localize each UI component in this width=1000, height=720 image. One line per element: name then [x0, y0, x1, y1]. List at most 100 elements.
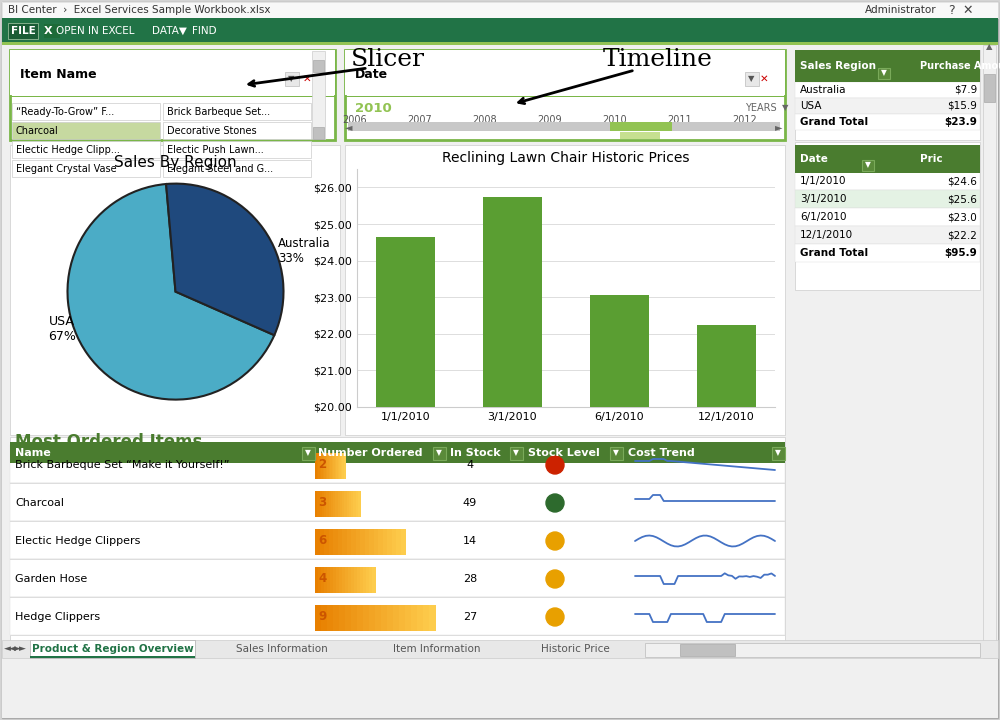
- Bar: [387, 529, 392, 555]
- Bar: [342, 567, 346, 593]
- Text: Sales Information: Sales Information: [236, 644, 327, 654]
- Text: ◄: ◄: [4, 644, 10, 654]
- Bar: [10, 442, 785, 463]
- Bar: [328, 491, 331, 517]
- Text: 4: 4: [466, 460, 474, 470]
- Text: ✕: ✕: [303, 74, 311, 84]
- Text: 6/1/2010: 6/1/2010: [800, 212, 846, 222]
- Bar: [324, 567, 328, 593]
- Bar: [405, 605, 412, 631]
- Circle shape: [546, 494, 564, 512]
- Bar: [360, 567, 364, 593]
- Bar: [163, 122, 311, 139]
- Bar: [315, 567, 318, 593]
- Text: 2007: 2007: [408, 115, 432, 125]
- Bar: [423, 605, 430, 631]
- Text: 2006: 2006: [343, 115, 367, 125]
- Bar: [12, 160, 160, 177]
- Circle shape: [546, 532, 564, 550]
- Bar: [333, 529, 338, 555]
- Text: Administrator: Administrator: [865, 5, 937, 15]
- Wedge shape: [68, 184, 274, 400]
- Text: ◄: ◄: [9, 644, 15, 654]
- Text: Electic Hedge Clippers: Electic Hedge Clippers: [15, 536, 140, 546]
- Bar: [483, 197, 542, 720]
- Bar: [375, 605, 382, 631]
- Bar: [327, 453, 329, 479]
- Bar: [984, 74, 995, 102]
- Bar: [315, 605, 322, 631]
- Bar: [163, 103, 311, 120]
- Bar: [344, 491, 347, 517]
- Bar: [356, 491, 358, 517]
- Bar: [163, 141, 311, 158]
- Text: 2009: 2009: [538, 115, 562, 125]
- Bar: [285, 72, 299, 86]
- Text: ▼: ▼: [613, 449, 619, 457]
- Bar: [795, 98, 980, 114]
- Bar: [393, 605, 400, 631]
- Text: ▼: ▼: [436, 449, 442, 457]
- Bar: [322, 491, 324, 517]
- Bar: [345, 145, 785, 435]
- Text: USA
67%: USA 67%: [48, 315, 76, 343]
- Text: OPEN IN EXCEL: OPEN IN EXCEL: [56, 26, 134, 36]
- Text: 2010: 2010: [355, 102, 392, 114]
- Bar: [396, 529, 401, 555]
- Bar: [336, 567, 340, 593]
- Text: USA: USA: [800, 101, 822, 111]
- Text: Name: Name: [15, 448, 51, 458]
- Text: ▼: ▼: [782, 104, 788, 112]
- Bar: [332, 453, 334, 479]
- Bar: [345, 567, 349, 593]
- Text: 6: 6: [318, 534, 326, 547]
- Bar: [795, 50, 915, 82]
- Bar: [360, 529, 365, 555]
- Text: Grand Total: Grand Total: [800, 117, 868, 127]
- Bar: [342, 491, 345, 517]
- Bar: [795, 226, 980, 244]
- Bar: [2, 45, 998, 658]
- Bar: [590, 295, 649, 720]
- Bar: [12, 122, 160, 139]
- Text: Australia
33%: Australia 33%: [278, 237, 331, 264]
- Bar: [320, 453, 322, 479]
- Text: Grand Total: Grand Total: [800, 248, 868, 258]
- Bar: [795, 190, 980, 208]
- Bar: [376, 237, 435, 720]
- Bar: [315, 491, 318, 517]
- Bar: [12, 141, 160, 158]
- Text: $22.2: $22.2: [947, 230, 977, 240]
- Text: ▼: ▼: [748, 74, 754, 84]
- Text: “Ready-To-Grow” F...: “Ready-To-Grow” F...: [16, 107, 114, 117]
- Text: 12/1/2010: 12/1/2010: [800, 230, 853, 240]
- Bar: [345, 50, 785, 140]
- Bar: [10, 597, 785, 635]
- Text: X: X: [44, 26, 56, 36]
- Bar: [345, 96, 785, 97]
- Text: Charcoal: Charcoal: [15, 498, 64, 508]
- Bar: [351, 529, 356, 555]
- Bar: [317, 491, 320, 517]
- Text: Date: Date: [800, 154, 828, 164]
- Text: 4: 4: [318, 572, 326, 585]
- Bar: [10, 483, 785, 484]
- Text: Product & Region Overview: Product & Region Overview: [32, 644, 193, 654]
- Text: Timeline: Timeline: [603, 48, 713, 71]
- Bar: [10, 521, 785, 559]
- Bar: [348, 122, 780, 131]
- Bar: [342, 453, 344, 479]
- Text: Historic Price: Historic Price: [541, 644, 609, 654]
- Bar: [330, 453, 332, 479]
- Bar: [349, 491, 352, 517]
- Text: $7.9: $7.9: [954, 85, 977, 95]
- Bar: [10, 445, 785, 483]
- Bar: [354, 567, 358, 593]
- Text: Item Information: Item Information: [393, 644, 480, 654]
- Wedge shape: [166, 184, 283, 336]
- Bar: [745, 72, 759, 86]
- Bar: [344, 453, 346, 479]
- Bar: [315, 453, 317, 479]
- Text: 14: 14: [463, 536, 477, 546]
- Bar: [313, 60, 324, 72]
